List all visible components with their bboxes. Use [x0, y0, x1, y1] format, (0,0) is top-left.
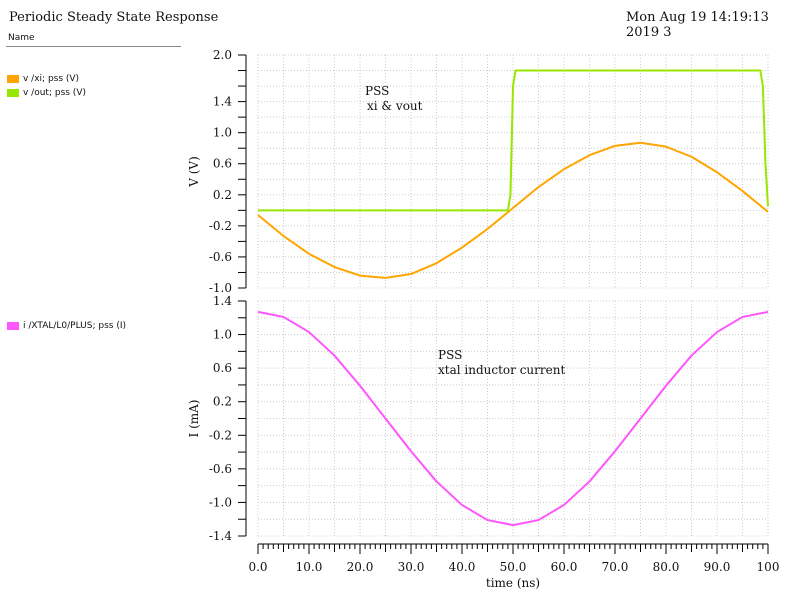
x-axis-label: time (ns) — [486, 576, 540, 590]
series-line — [257, 310, 769, 527]
y-tick-label: 1.4 — [213, 95, 232, 109]
legend-swatch — [7, 89, 19, 97]
y-tick-label: -1.4 — [209, 529, 233, 543]
legend-label: v /xi; pss (V) — [23, 74, 80, 84]
y-tick-label: -1.0 — [209, 495, 232, 509]
x-tick-label: 70.0 — [602, 560, 629, 574]
y-tick-label: -0.2 — [209, 428, 232, 442]
x-tick-label: 0.0 — [248, 560, 267, 574]
legend-item-out[interactable]: v /out; pss (V) — [7, 88, 86, 98]
annotation: PSS — [438, 348, 462, 362]
y-tick-label: -0.6 — [209, 462, 232, 476]
x-tick-label: 50.0 — [500, 560, 527, 574]
legend-swatch — [7, 75, 19, 83]
legend-item-current[interactable]: i /XTAL/L0/PLUS; pss (I) — [7, 321, 126, 331]
legend-swatch — [7, 322, 19, 330]
annotation: xi & vout — [367, 99, 423, 113]
y-tick-label: 0.2 — [213, 188, 232, 202]
legend-divider — [6, 46, 181, 47]
x-tick-label: 30.0 — [398, 560, 425, 574]
x-tick-label: 20.0 — [347, 560, 374, 574]
x-tick-label: 100 — [757, 560, 780, 574]
legend-item-xi[interactable]: v /xi; pss (V) — [7, 74, 79, 84]
legend-label: v /out; pss (V) — [23, 88, 86, 98]
x-tick-label: 80.0 — [653, 560, 680, 574]
y-axis-label: V (V) — [187, 156, 201, 188]
legend-name-header: Name — [8, 33, 35, 43]
y-axis-label: I (mA) — [187, 400, 201, 438]
y-tick-label: 1.0 — [213, 126, 232, 140]
legend-label: i /XTAL/L0/PLUS; pss (I) — [23, 321, 126, 331]
x-tick-label: 60.0 — [551, 560, 578, 574]
y-tick-label: 0.6 — [213, 157, 232, 171]
y-tick-label: -0.6 — [209, 250, 232, 264]
y-tick-label: 1.4 — [213, 294, 232, 308]
series-line — [257, 141, 769, 279]
y-tick-label: -1.0 — [209, 281, 232, 295]
y-tick-label: 0.2 — [213, 395, 232, 409]
series-line — [258, 69, 769, 212]
y-tick-label: -0.2 — [209, 219, 232, 233]
x-tick-label: 90.0 — [704, 560, 731, 574]
x-tick-label: 40.0 — [449, 560, 476, 574]
x-tick-label: 10.0 — [296, 560, 323, 574]
annotation: PSS — [365, 84, 389, 98]
timestamp: Mon Aug 19 14:19:13 2019 3 — [626, 10, 769, 40]
y-tick-label: 1.0 — [213, 328, 232, 342]
annotation: xtal inductor current — [438, 363, 565, 377]
window-title: Periodic Steady State Response — [9, 10, 219, 25]
y-tick-label: 2.0 — [213, 48, 232, 62]
y-tick-label: 0.6 — [213, 361, 232, 375]
